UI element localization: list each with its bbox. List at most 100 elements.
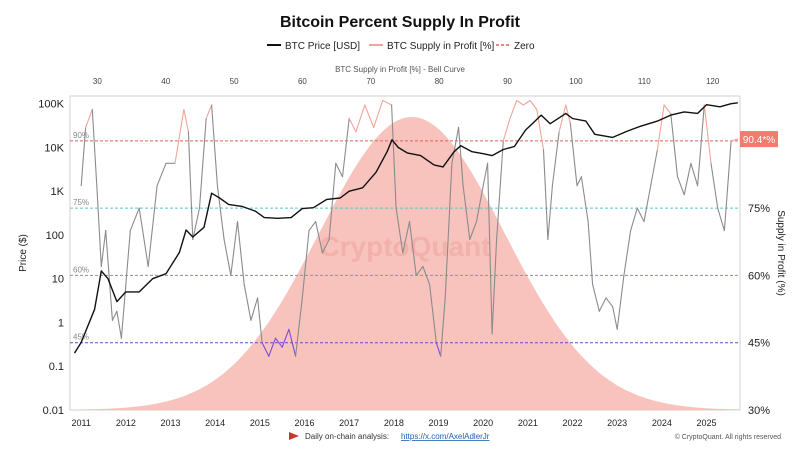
supply-segment: [211, 104, 218, 187]
x-tick-label: 2020: [473, 418, 493, 428]
top-axis-tick-label: 120: [706, 77, 720, 86]
chart-title: Bitcoin Percent Supply In Profit: [280, 14, 521, 31]
supply-segment: [216, 185, 225, 241]
y-left-tick-label: 100: [46, 230, 64, 242]
supply-segment: [288, 328, 297, 357]
x-tick-label: 2023: [607, 418, 627, 428]
current-value-badge-bg: [740, 131, 778, 148]
supply-segment: [205, 104, 213, 119]
supply-segment: [598, 297, 607, 312]
supply-segment: [341, 117, 350, 178]
supply-segment: [301, 230, 310, 299]
supply-segment: [96, 185, 102, 268]
y-left-tick-label: 10: [52, 274, 64, 286]
supply-segment: [542, 149, 549, 241]
supply-segment: [335, 162, 344, 178]
supply-segment: [536, 108, 545, 151]
supply-segment: [482, 162, 489, 187]
supply-segment: [710, 162, 719, 209]
supply-segment: [676, 176, 685, 196]
supply-segment: [717, 207, 725, 232]
supply-segment: [422, 265, 431, 285]
top-axis-tick-label: 40: [161, 77, 170, 86]
x-tick-label: 2019: [428, 418, 448, 428]
supply-segment: [198, 117, 207, 209]
supply-segment: [475, 185, 484, 223]
supply-segment: [547, 185, 553, 241]
supply-segment: [257, 297, 263, 344]
reference-line-label: 75%: [73, 198, 89, 207]
supply-segment: [565, 104, 571, 124]
supply-segment: [147, 185, 158, 268]
supply-segment: [373, 99, 384, 128]
supply-segment: [616, 274, 625, 330]
supply-segment: [730, 138, 739, 142]
supply-segment: [348, 117, 357, 133]
supply-segment: [116, 310, 122, 339]
supply-segment: [496, 140, 504, 241]
supply-segment: [551, 131, 560, 187]
y-right-axis-label: Supply in Profit (%): [775, 210, 786, 296]
y-left-tick-label: 1K: [51, 186, 65, 198]
supply-segment: [355, 104, 366, 133]
x-tick-label: 2021: [518, 418, 538, 428]
supply-segment: [723, 140, 732, 232]
reference-line-label: 45%: [73, 333, 89, 342]
footer-source-link[interactable]: https://x.com/AxelAdlerJr: [401, 432, 490, 441]
supply-segment: [321, 238, 330, 254]
supply-segment: [663, 104, 672, 115]
supply-segment: [315, 221, 323, 254]
x-tick-label: 2018: [384, 418, 404, 428]
supply-segment: [435, 342, 442, 357]
supply-segment: [605, 297, 614, 308]
x-tick-label: 2017: [339, 418, 359, 428]
footer-arrow-icon: [289, 432, 299, 440]
bell-curve-layer: [70, 117, 740, 410]
supply-segment: [569, 122, 578, 187]
supply-segment: [402, 221, 411, 254]
reference-lines-layer: 90% 75% 60% 45%: [70, 131, 740, 344]
legend-label-zero: Zero: [514, 41, 535, 52]
supply-segment: [192, 207, 201, 241]
legend: BTC Price [USD] BTC Supply in Profit [%]…: [267, 41, 535, 52]
supply-segment: [592, 283, 600, 312]
y-right-tick-label: 60%: [748, 270, 770, 282]
supply-segment: [364, 104, 375, 128]
current-value-label: 90.4*%: [743, 135, 775, 146]
supply-segment: [491, 238, 498, 335]
supply-series-layer: [80, 99, 739, 357]
x-tick-label: 2012: [116, 418, 136, 428]
supply-segment: [415, 265, 424, 276]
supply-segment: [516, 99, 524, 106]
reference-line-label: 90%: [73, 131, 89, 140]
watermark: CryptoQuant: [319, 231, 490, 262]
supply-segment: [236, 221, 245, 285]
supply-segment: [509, 99, 518, 119]
legend-label-supply: BTC Supply in Profit [%]: [387, 41, 494, 52]
supply-segment: [580, 176, 589, 223]
supply-segment: [458, 126, 464, 187]
y-left-tick-label: 100K: [38, 99, 64, 111]
x-tick-label: 2014: [205, 418, 225, 428]
top-axis-tick-label: 100: [569, 77, 583, 86]
supply-segment: [650, 149, 658, 187]
y-left-axis-label: Price ($): [18, 234, 29, 272]
legend-label-price: BTC Price [USD]: [285, 41, 360, 52]
supply-segment: [683, 162, 692, 196]
supply-segment: [440, 297, 446, 357]
footer-source-prefix: Daily on-chain analysis:: [305, 432, 389, 441]
supply-segment: [623, 230, 632, 276]
supply-segment: [451, 126, 460, 164]
y-right-tick-label: 75%: [748, 203, 770, 215]
x-tick-label: 2022: [562, 418, 582, 428]
supply-segment: [138, 207, 149, 268]
supply-segment: [576, 176, 582, 187]
y-left-tick-label: 0.01: [43, 405, 64, 417]
supply-segment: [502, 117, 511, 142]
supply-segment: [630, 207, 638, 232]
supply-segment: [91, 108, 98, 187]
supply-segment: [230, 221, 239, 276]
